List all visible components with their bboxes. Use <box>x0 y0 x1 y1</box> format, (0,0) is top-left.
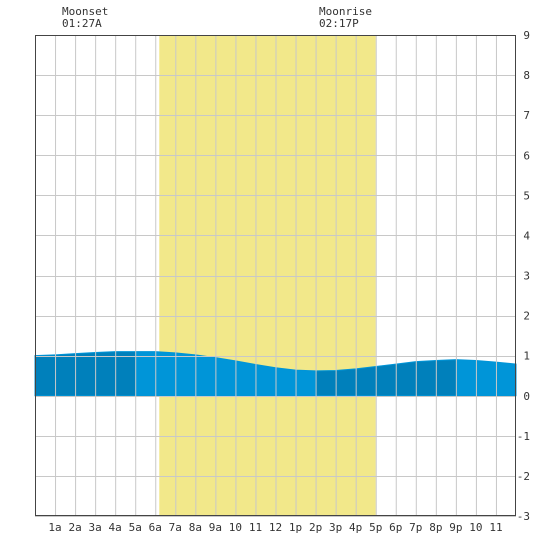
x-tick-label: 8a <box>189 521 202 534</box>
x-tick-label: 3a <box>89 521 102 534</box>
y-tick-label: 7 <box>523 109 530 122</box>
x-tick-labels: 1a 2a 3a 4a 5a 6a 7a 8a 9a 10 11 12 1p 2p 3p 4p 5p 6p 7p 8p… <box>48 521 502 534</box>
y-tick-label: 2 <box>523 310 530 323</box>
moonset-annotation: Moonset 01:27A <box>62 6 108 30</box>
y-tick-label: 0 <box>523 390 530 403</box>
x-tick-label: 5p <box>369 521 382 534</box>
x-tick-label: 9p <box>449 521 462 534</box>
x-tick-label: 2p <box>309 521 322 534</box>
x-tick-label: 11 <box>249 521 262 534</box>
y-tick-label: 9 <box>523 29 530 42</box>
x-tick-label: 4a <box>109 521 122 534</box>
moonrise-annotation: Moonrise 02:17P <box>319 6 372 30</box>
y-tick-label: 8 <box>523 69 530 82</box>
y-tick-label: 3 <box>523 270 530 283</box>
x-tick-label: 6p <box>389 521 402 534</box>
x-tick-label: 9a <box>209 521 222 534</box>
daylight-rect <box>159 35 376 516</box>
x-tick-label: 6a <box>149 521 162 534</box>
x-tick-label: 2a <box>68 521 81 534</box>
x-tick-label: 10 <box>229 521 242 534</box>
moonrise-time: 02:17P <box>319 17 359 30</box>
x-tick-label: 7p <box>409 521 422 534</box>
moonset-time: 01:27A <box>62 17 102 30</box>
y-tick-label: 6 <box>523 149 530 162</box>
moonrise-label: Moonrise <box>319 5 372 18</box>
x-tick-label: 3p <box>329 521 342 534</box>
daylight-band <box>159 35 376 516</box>
x-tick-label: 4p <box>349 521 362 534</box>
x-tick-label: 10 <box>469 521 482 534</box>
y-tick-labels: -3 -2 -1 0 1 2 3 4 5 6 7 8 9 <box>517 29 531 523</box>
moonset-label: Moonset <box>62 5 109 18</box>
y-tick-label: 4 <box>523 229 530 242</box>
plot-frame <box>35 35 516 516</box>
x-tick-label: 1a <box>48 521 61 534</box>
grid-lines <box>35 35 516 517</box>
y-tick-label: -3 <box>517 510 530 523</box>
x-tick-label: 7a <box>169 521 182 534</box>
x-tick-label: 5a <box>129 521 142 534</box>
y-tick-label: 5 <box>523 189 530 202</box>
tide-fill-night-1 <box>35 351 136 396</box>
x-tick-label: 1p <box>289 521 302 534</box>
x-tick-label: 12 <box>269 521 282 534</box>
x-tick-label: 8p <box>429 521 442 534</box>
y-tick-label: -1 <box>517 430 530 443</box>
y-tick-label: 1 <box>523 350 530 363</box>
frame-rect <box>35 35 516 516</box>
tide-outline <box>34 351 517 397</box>
y-tick-label: -2 <box>517 470 530 483</box>
x-tick-label: 11 <box>489 521 502 534</box>
